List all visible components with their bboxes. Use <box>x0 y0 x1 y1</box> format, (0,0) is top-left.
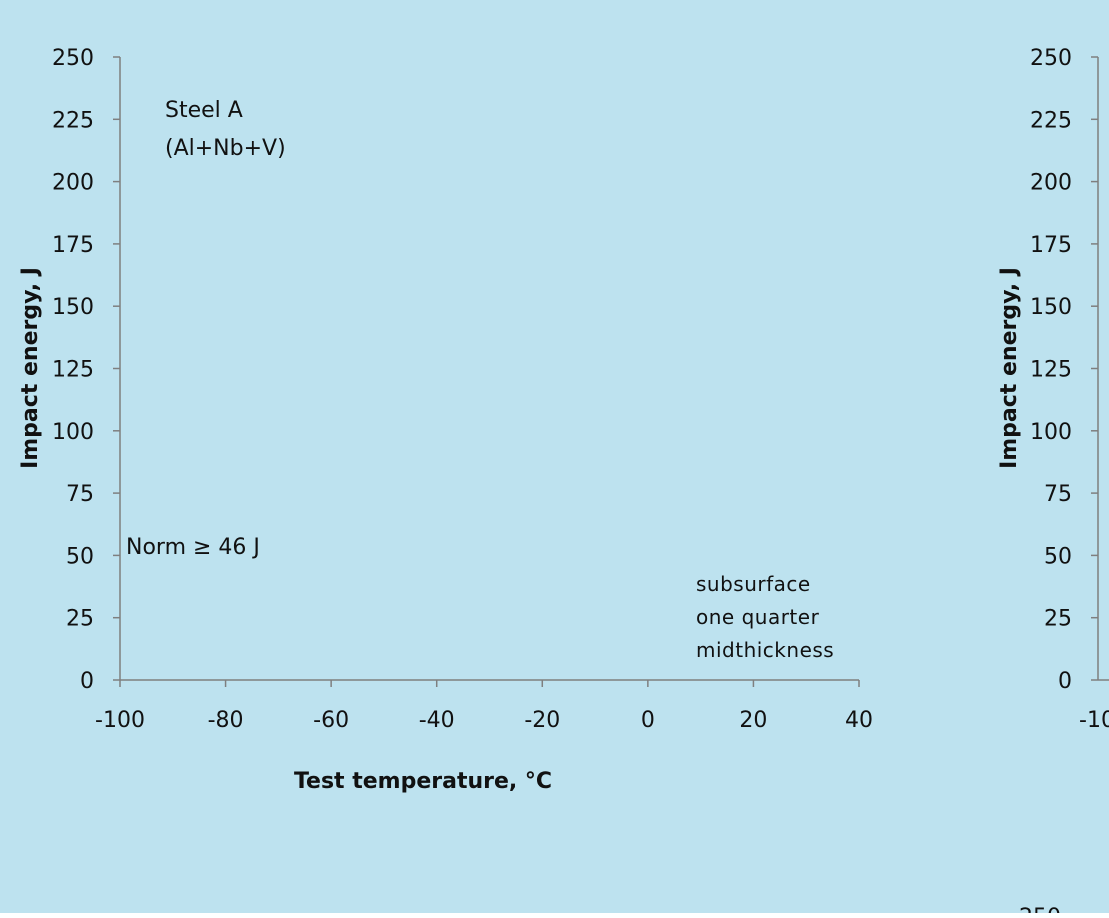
right-y-tick-label: 200 <box>1030 171 1072 196</box>
left-x-tick-label: -20 <box>524 708 560 733</box>
left-x-tick-label: -100 <box>95 708 145 733</box>
right-y-tick-label: 25 <box>1044 607 1072 632</box>
right-y-tick-label: 225 <box>1030 108 1072 133</box>
left-x-ticks: -100 -80 -60 -40 -20 0 20 40 <box>95 680 873 733</box>
right-y-tick-label: 75 <box>1044 482 1072 507</box>
legend-midthickness: midthickness <box>696 638 834 662</box>
left-x-tick-label: -60 <box>313 708 349 733</box>
right-y-tick-label: 175 <box>1030 233 1072 258</box>
left-y-tick-label: 100 <box>52 420 94 445</box>
steel-title-line-1: Steel A <box>165 98 243 123</box>
left-y-tick-label: 150 <box>52 295 94 320</box>
right-x-tick-partial: -10 <box>1079 708 1109 733</box>
left-y-tick-label: 225 <box>52 108 94 133</box>
left-x-tick-label: -40 <box>419 708 455 733</box>
left-x-tick-label: 20 <box>739 708 767 733</box>
left-y-tick-label: 75 <box>66 482 94 507</box>
steel-title-line-2: (Al+Nb+V) <box>165 136 286 161</box>
left-y-tick-label: 25 <box>66 607 94 632</box>
right-y-ticks: 0 25 50 75 100 125 150 175 200 225 250 <box>1030 46 1098 694</box>
x-axis-title: Test temperature, °C <box>294 769 552 794</box>
right-y-axis-title: Impact energy, J <box>997 267 1022 469</box>
right-y-tick-label: 150 <box>1030 295 1072 320</box>
cropped-tick-fragment: 250 <box>1019 905 1061 913</box>
left-y-ticks: 0 25 50 75 100 125 150 175 200 225 250 <box>52 46 120 694</box>
right-y-tick-label: 125 <box>1030 358 1072 383</box>
left-y-axis-title: Impact energy, J <box>18 267 43 469</box>
left-x-tick-label: -80 <box>208 708 244 733</box>
left-y-tick-label: 50 <box>66 544 94 569</box>
right-y-tick-label: 0 <box>1058 669 1072 694</box>
legend-one-quarter: one quarter <box>696 605 820 629</box>
left-x-tick-label: 0 <box>641 708 655 733</box>
left-x-tick-label: 40 <box>845 708 873 733</box>
left-y-tick-label: 200 <box>52 171 94 196</box>
right-y-tick-label: 100 <box>1030 420 1072 445</box>
left-y-tick-label: 125 <box>52 358 94 383</box>
left-y-tick-label: 250 <box>52 46 94 71</box>
left-y-tick-label: 0 <box>80 669 94 694</box>
norm-label: Norm ≥ 46 J <box>126 535 260 560</box>
left-y-tick-label: 175 <box>52 233 94 258</box>
right-y-tick-label: 50 <box>1044 544 1072 569</box>
right-y-tick-label: 250 <box>1030 46 1072 71</box>
right-chart: 0 25 50 75 100 125 150 175 200 225 250 -10 Impact … <box>997 46 1109 733</box>
legend-subsurface: subsurface <box>696 572 811 596</box>
